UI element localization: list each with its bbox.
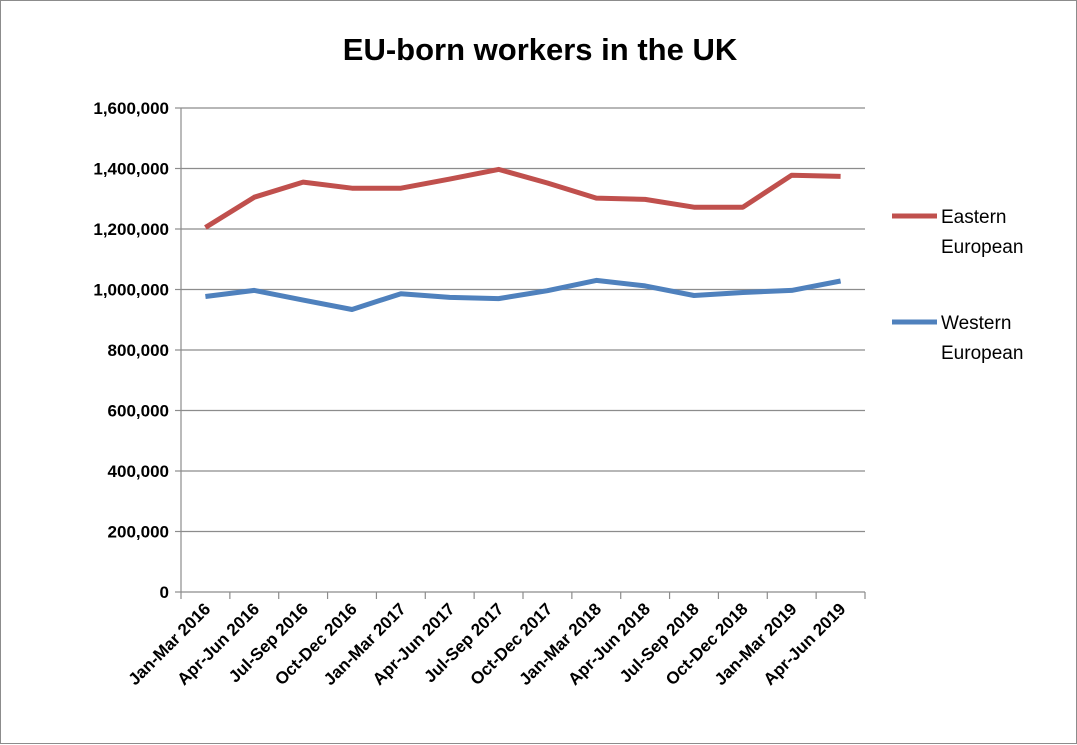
chart-title: EU-born workers in the UK — [343, 32, 738, 67]
legend-label: European — [941, 343, 1023, 364]
y-tick-label: 800,000 — [108, 341, 169, 360]
series-line-1 — [205, 277, 842, 312]
y-tick-label: 1,400,000 — [93, 160, 169, 179]
y-tick-label: 400,000 — [108, 462, 169, 481]
legend-label: Western — [941, 313, 1011, 334]
y-tick-label: 600,000 — [108, 402, 169, 421]
y-tick-label: 1,000,000 — [93, 281, 169, 300]
x-tick-label: Jan-Mar 2016 — [125, 599, 215, 689]
series-lines — [204, 166, 842, 312]
y-tick-label: 200,000 — [108, 523, 169, 542]
gridlines — [181, 107, 865, 533]
y-tick-label: 1,200,000 — [93, 220, 169, 239]
y-tick-label: 0 — [160, 583, 169, 602]
legend-label: Eastern — [941, 207, 1006, 228]
axes: 0 200,000 400,000 600,000 800,000 1,000,000 1,… — [93, 99, 866, 689]
y-tick-label: 1,600,000 — [93, 99, 169, 118]
legend-label: European — [941, 237, 1023, 258]
series-line-0 — [204, 166, 841, 230]
legend: Eastern European Western European — [892, 207, 1023, 364]
